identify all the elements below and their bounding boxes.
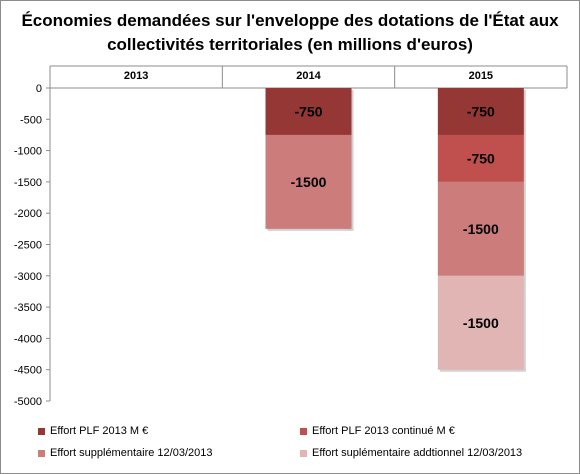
y-tick-label: -1000	[14, 146, 42, 158]
bar-2015-series-2	[437, 134, 524, 182]
bar-2015-series-3	[437, 181, 524, 276]
y-tick-label: -3000	[14, 271, 42, 283]
bar-2014-series-3	[265, 134, 352, 229]
category-label-2013: 2013	[124, 70, 148, 82]
y-tick-label: -4500	[14, 365, 42, 377]
y-tick-label: -1500	[14, 177, 42, 189]
y-tick-label: -5000	[14, 396, 42, 408]
bar-2015-series-4	[437, 275, 524, 370]
data-label: -750	[294, 103, 322, 119]
data-label: -1500	[463, 221, 499, 237]
bar-2014-series-1	[265, 88, 352, 135]
bar-2015-series-1	[437, 88, 524, 135]
y-tick-label: -2500	[14, 240, 42, 252]
category-label-2015: 2015	[469, 70, 493, 82]
category-label-2014: 2014	[296, 70, 321, 82]
data-label: -750	[467, 150, 495, 166]
data-label: -750	[467, 103, 495, 119]
y-tick-label: 0	[36, 83, 42, 95]
y-tick-label: -2000	[14, 208, 42, 220]
y-tick-label: -3500	[14, 302, 42, 314]
data-label: -1500	[291, 174, 327, 190]
chart-title: Économies demandées sur l'enveloppe des …	[21, 11, 559, 54]
y-tick-label: -500	[20, 114, 42, 126]
y-tick-label: -4000	[14, 333, 42, 345]
data-label: -1500	[463, 315, 499, 331]
